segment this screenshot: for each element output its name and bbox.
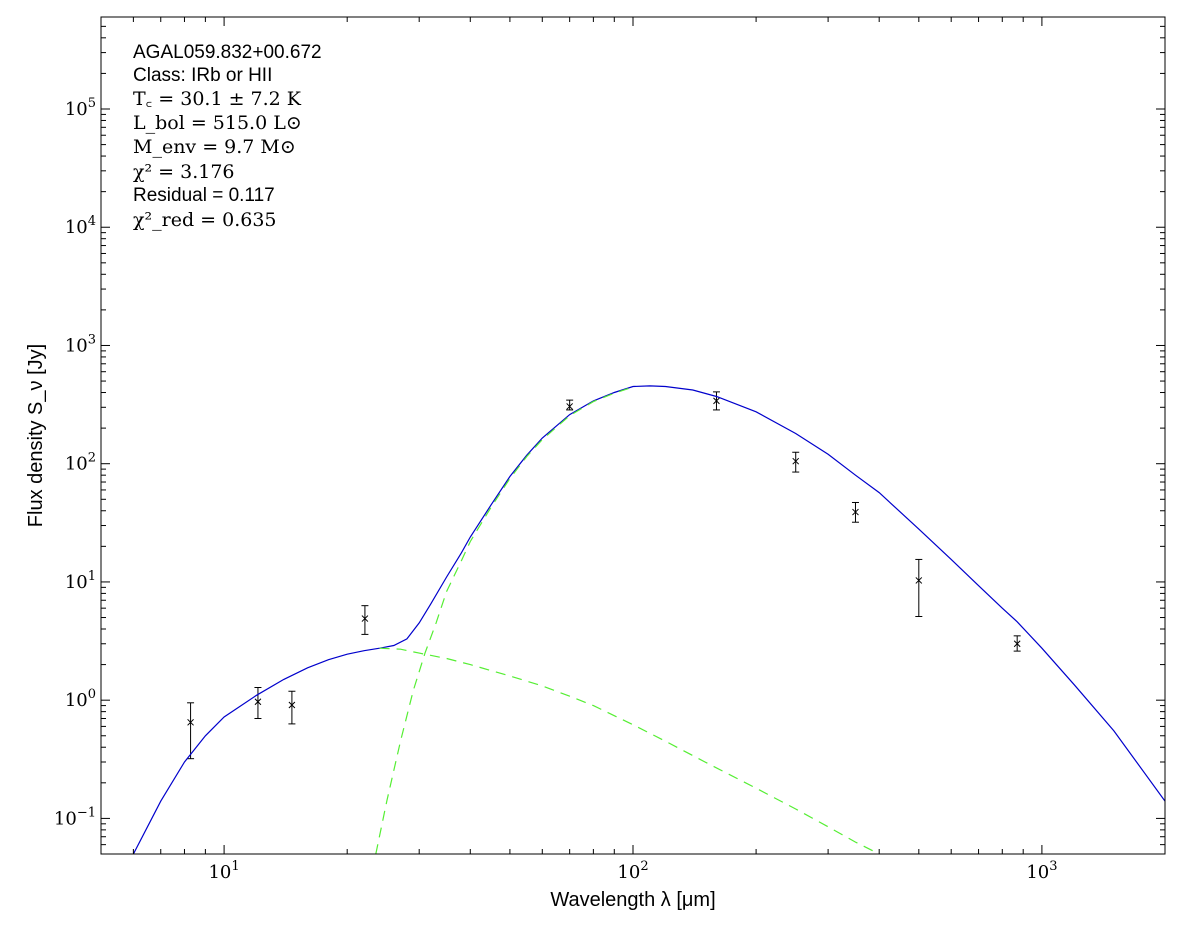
x-axis-label: Wavelength λ [μm]: [550, 889, 715, 911]
data-point: [254, 686, 262, 719]
data-point: [915, 558, 923, 618]
annotation-source: AGAL059.832+00.672: [133, 42, 322, 63]
annotation-chi2red: χ²_red = 0.635: [133, 209, 277, 231]
y-tick-label: 100: [65, 687, 96, 711]
data-point: [792, 451, 800, 473]
x-tick-label: 103: [1026, 859, 1057, 883]
total-fit-curve: [132, 385, 1165, 854]
x-tick-label: 102: [617, 859, 648, 883]
data-point: [1013, 635, 1021, 652]
component-curve-dashed: [375, 386, 634, 854]
annotation-residual: Residual = 0.117: [133, 185, 275, 206]
x-marker: [713, 397, 720, 405]
x-marker: [361, 615, 369, 622]
y-axis-label: Flux density S_ν [Jy]: [25, 344, 47, 527]
x-marker: [792, 457, 800, 465]
x-marker: [254, 698, 262, 706]
x-marker: [1013, 640, 1021, 648]
annotation-tc: T꜀ = 30.1 ± 7.2 K: [133, 88, 302, 110]
x-marker: [915, 577, 923, 584]
y-tick-label: 104: [65, 214, 96, 238]
annotation-lbol: L_bol = 515.0 L⊙: [133, 112, 302, 134]
y-tick-label: 10−1: [54, 805, 96, 829]
y-tick-label: 105: [65, 96, 96, 120]
x-marker: [852, 508, 859, 516]
ticks-layer: 101 102 103 10−1 100 101 102 103 104 105: [54, 16, 1166, 883]
data-point: [361, 605, 369, 635]
y-tick-label: 101: [65, 569, 96, 593]
data-point: [288, 690, 296, 725]
x-marker: [187, 718, 194, 726]
data-point: [566, 399, 574, 411]
data-point: [187, 702, 195, 760]
y-tick-label: 103: [65, 332, 96, 356]
annotation-class: Class: IRb or HII: [133, 65, 272, 86]
x-marker: [566, 403, 574, 410]
data-point: [712, 391, 720, 411]
y-tick-label: 102: [65, 451, 96, 475]
component-curve-dashed: [379, 647, 880, 854]
annotation-chi2: χ² = 3.176: [133, 161, 235, 183]
x-tick-label: 101: [208, 859, 239, 883]
data-point: [851, 501, 859, 523]
series-layer: [132, 385, 1165, 854]
annotation-menv: M_env = 9.7 M⊙: [133, 136, 296, 158]
x-marker: [288, 701, 296, 709]
